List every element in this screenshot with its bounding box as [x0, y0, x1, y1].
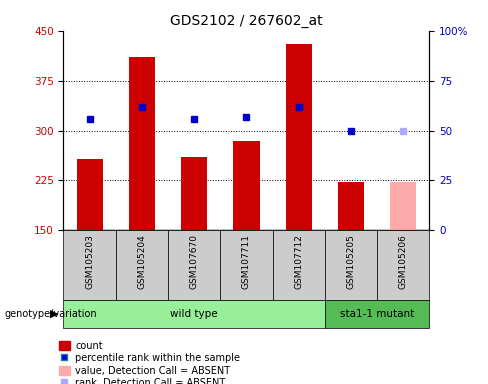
Text: sta1-1 mutant: sta1-1 mutant — [340, 309, 414, 319]
Text: GSM107712: GSM107712 — [294, 234, 303, 289]
Text: GSM107670: GSM107670 — [190, 234, 199, 289]
Legend: count, percentile rank within the sample, value, Detection Call = ABSENT, rank, : count, percentile rank within the sample… — [59, 341, 240, 384]
Text: GSM105205: GSM105205 — [346, 234, 356, 289]
Bar — [273, 230, 325, 300]
Text: genotype/variation: genotype/variation — [5, 309, 98, 319]
Text: ▶: ▶ — [50, 309, 59, 319]
Bar — [325, 300, 429, 328]
Bar — [220, 230, 273, 300]
Bar — [390, 182, 416, 230]
Bar — [233, 141, 260, 230]
Text: wild type: wild type — [170, 309, 218, 319]
Text: GSM107711: GSM107711 — [242, 234, 251, 289]
Bar — [181, 157, 207, 230]
Text: GSM105206: GSM105206 — [399, 234, 408, 289]
Bar — [338, 182, 364, 230]
Text: GSM105204: GSM105204 — [137, 234, 146, 289]
Bar — [325, 230, 377, 300]
Title: GDS2102 / 267602_at: GDS2102 / 267602_at — [170, 14, 323, 28]
Bar — [63, 300, 325, 328]
Text: GSM105203: GSM105203 — [85, 234, 94, 289]
Bar — [116, 230, 168, 300]
Bar — [377, 230, 429, 300]
Bar — [77, 159, 102, 230]
Bar — [129, 57, 155, 230]
Bar — [168, 230, 220, 300]
Bar — [285, 44, 312, 230]
Bar — [63, 230, 116, 300]
